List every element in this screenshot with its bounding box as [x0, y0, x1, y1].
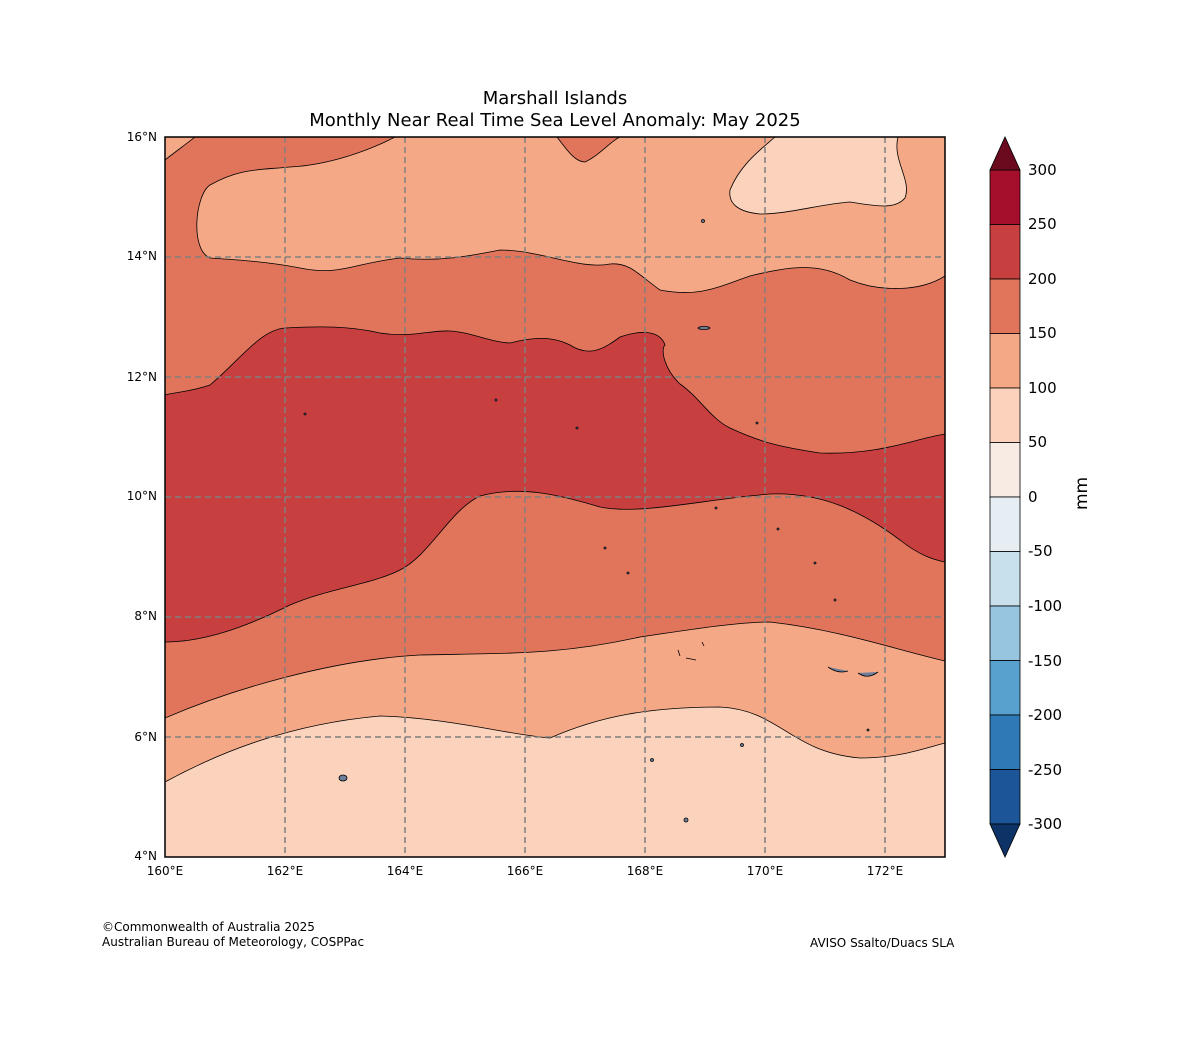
contour-fill-200-250 [165, 326, 945, 643]
colorbar-segment [989, 169, 1021, 225]
island-marker [494, 398, 498, 402]
colorbar-label: -150 [1028, 652, 1063, 670]
island-marker [575, 426, 579, 430]
lon-label: 164°E [386, 864, 424, 878]
colorbar-segment [989, 605, 1021, 661]
island-marker [683, 817, 689, 823]
lon-label: 166°E [506, 864, 544, 878]
lat-label: 16°N [126, 130, 157, 144]
colorbar-segment [989, 442, 1021, 498]
colorbar-label: -200 [1028, 706, 1063, 724]
colorbar-segment [989, 660, 1021, 716]
lon-label: 172°E [866, 864, 904, 878]
colorbar-label: 300 [1028, 161, 1057, 179]
map-subtitle: Monthly Near Real Time Sea Level Anomaly… [309, 110, 801, 131]
island-marker [626, 571, 630, 575]
colorbar-label: -50 [1028, 542, 1053, 560]
contour-fill-notch [556, 137, 621, 163]
map-frame [164, 136, 946, 858]
island-marker [827, 666, 879, 677]
colorbar-segment [989, 224, 1021, 280]
island-marker [697, 326, 711, 330]
island-marker [813, 561, 817, 565]
colorbar-label: 0 [1028, 488, 1038, 506]
island-marker [776, 527, 780, 531]
lat-label: 10°N [126, 489, 157, 503]
colorbar-segment [989, 551, 1021, 607]
island-marker [650, 758, 654, 762]
map-title: Marshall Islands [482, 88, 628, 109]
colorbar-segment [989, 496, 1021, 552]
colorbar-segment [989, 333, 1021, 389]
agency-text: Australian Bureau of Meteorology, COSPPa… [102, 935, 365, 949]
lat-label: 12°N [126, 370, 157, 384]
island-marker [603, 546, 607, 550]
colorbar-unit: mm [1072, 476, 1092, 510]
lat-label: 4°N [134, 849, 157, 863]
island-marker [677, 641, 705, 661]
island-marker [755, 421, 759, 425]
lon-label: 170°E [746, 864, 784, 878]
island-marker [740, 743, 744, 747]
colorbar-label: 250 [1028, 215, 1057, 233]
island-marker [338, 774, 348, 782]
colorbar [989, 169, 1021, 825]
colorbar-label: -250 [1028, 761, 1063, 779]
colorbar-over-arrow [989, 136, 1021, 171]
copyright-text: ©Commonwealth of Australia 2025 [102, 920, 315, 934]
colorbar-label: 200 [1028, 270, 1057, 288]
colorbar-segment [989, 278, 1021, 334]
island-marker [833, 598, 837, 602]
island-marker [714, 506, 718, 510]
island-marker [701, 219, 705, 223]
island-marker [303, 412, 307, 416]
colorbar-label: 150 [1028, 324, 1057, 342]
colorbar-label: -100 [1028, 597, 1063, 615]
lat-label: 14°N [126, 249, 157, 263]
data-source-text: AVISO Ssalto/Duacs SLA [810, 936, 955, 950]
lon-label: 168°E [626, 864, 664, 878]
lon-label: 162°E [266, 864, 304, 878]
colorbar-segment [989, 769, 1021, 825]
colorbar-under-arrow [989, 823, 1021, 858]
colorbar-label: -300 [1028, 815, 1063, 833]
lon-label: 160°E [146, 864, 184, 878]
colorbar-segment [989, 387, 1021, 443]
lat-label: 6°N [134, 730, 157, 744]
lat-label: 8°N [134, 609, 157, 623]
contour-fill-ne-pocket [729, 137, 907, 215]
island-marker [866, 728, 870, 732]
colorbar-label: 50 [1028, 433, 1048, 451]
colorbar-segment [989, 714, 1021, 770]
colorbar-label: 100 [1028, 379, 1057, 397]
